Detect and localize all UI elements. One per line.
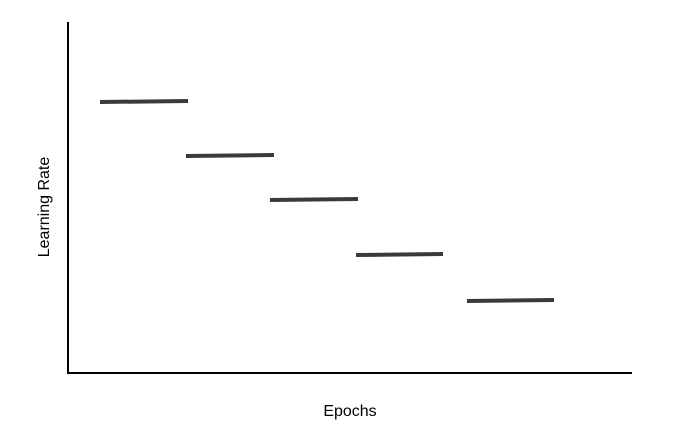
step-segment-2 — [185, 153, 275, 158]
step-segment-3 — [269, 197, 359, 202]
step-segment-1 — [99, 99, 189, 104]
x-axis-label: Epochs — [323, 403, 376, 420]
step-segment-4 — [355, 252, 444, 257]
step-segment-5 — [466, 298, 555, 303]
y-axis-label: Learning Rate — [36, 157, 53, 258]
